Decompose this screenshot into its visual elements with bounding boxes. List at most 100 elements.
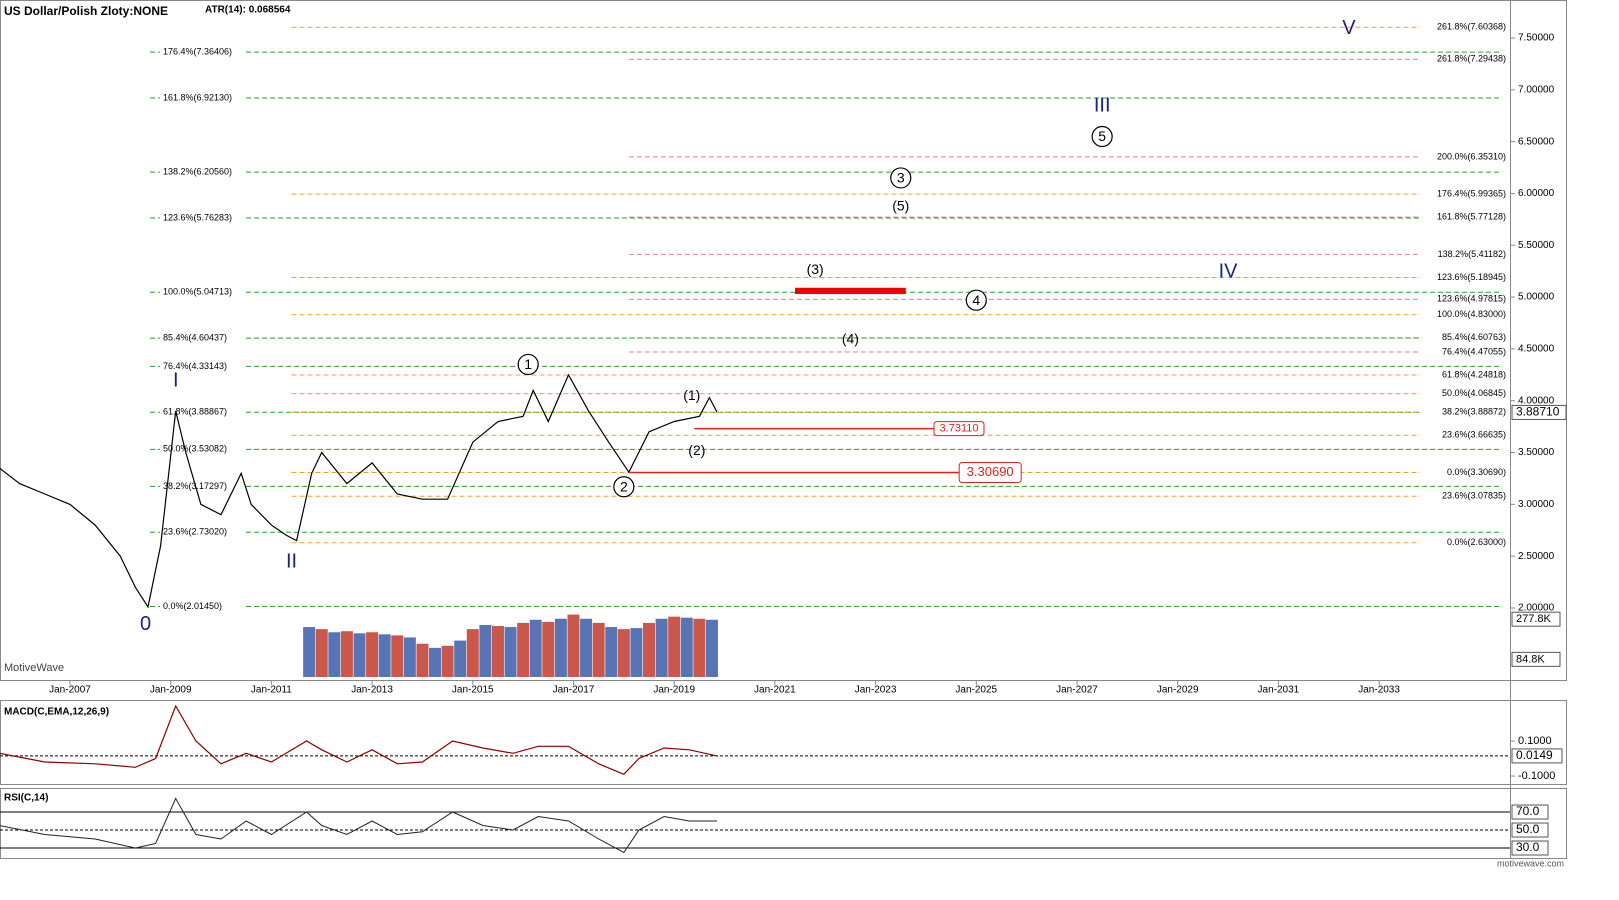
fib-label-bg [160,166,244,179]
fib-label-bg [160,526,244,539]
fib-label-bg [160,212,244,225]
fib-label-bg [1420,369,1508,382]
volume-bar [491,626,504,677]
fib-label: 38.2%(3.88872) [1442,407,1506,417]
rsi-tick-label: 30.0 [1516,840,1540,854]
fib-label: 85.4%(4.60763) [1442,332,1506,342]
volume-bar [567,614,580,677]
volume-bar [668,616,681,677]
wave-label: III [1094,95,1111,117]
fib-label-bg [160,406,244,419]
wave-label: V [1342,17,1356,39]
wave-label: 3 [897,170,905,186]
wave-label: 0 [140,613,151,635]
wave-label: I [173,369,179,391]
fib-label: 100.0%(5.04713) [163,287,232,297]
fib-label-bg [1420,293,1508,306]
y-tick-label: 2.00000 [1518,603,1555,614]
price-label: 3.30690 [967,464,1014,479]
x-tick-label: Jan-2031 [1258,685,1300,696]
x-tick-label: Jan-2017 [553,685,595,696]
y-tick-label: 4.50000 [1518,344,1555,355]
x-tick-label: Jan-2013 [351,685,393,696]
volume-bar [479,624,492,677]
x-tick-label: Jan-2021 [754,685,796,696]
volume-bar [605,627,618,677]
price-label: 3.73110 [940,422,979,434]
volume-bar [403,637,416,677]
fib-label: 23.6%(3.66635) [1442,430,1506,440]
y-tick-label: 6.00000 [1518,188,1555,199]
fib-label: 161.8%(5.77128) [1437,212,1506,222]
fib-label-bg [1420,490,1508,503]
rsi-tick-box [1511,804,1549,820]
y-tick-label: 3.50000 [1518,447,1555,458]
fib-label-bg [1420,21,1508,34]
volume-bar [353,633,366,677]
wave-label: 5 [1098,128,1106,144]
wave-label: (3) [807,261,824,277]
x-tick-label: Jan-2029 [1157,685,1199,696]
wave-circle [965,289,987,311]
rsi-tick-box [1511,822,1549,838]
fib-label-bg [1420,536,1508,549]
fib-label: 0.0%(3.30690) [1447,467,1506,477]
rsi-tick-box [1511,840,1549,856]
x-tick-label: Jan-2007 [49,685,91,696]
volume-bar [529,619,542,677]
wave-label: II [286,551,297,573]
wave-label: (1) [683,387,700,403]
fib-label-bg [160,92,244,104]
fib-label: 161.8%(6.92130) [163,92,232,102]
rsi-title: RSI(C,14) [4,793,48,804]
y-tick-label: 7.50000 [1518,33,1555,44]
wave-circle [613,476,635,498]
volume-bar [429,647,442,677]
fib-label: 100.0%(4.83000) [1437,309,1506,319]
volume-bar [416,643,429,677]
volume-bar [705,619,718,677]
fib-label: 85.4%(4.60437) [163,332,227,342]
fib-label-bg [1420,429,1508,442]
volume-tick-label: 277.8K [1516,613,1552,625]
wave-label: 1 [524,356,532,372]
fib-label-bg [1420,406,1508,419]
fib-label-bg [1420,331,1508,344]
fib-label: 50.0%(3.53082) [163,444,227,454]
fib-label: 76.4%(4.33143) [163,361,227,371]
wave-circle [517,353,539,376]
volume-bar [517,622,530,677]
macd-line [0,704,718,776]
y-tick-label: 3.00000 [1518,499,1555,510]
wave-label: (2) [688,442,705,458]
rsi-line [0,797,717,854]
x-tick-label: Jan-2025 [955,685,997,696]
x-tick-label: Jan-2033 [1358,685,1400,696]
fib-label: 61.8%(3.88867) [163,407,227,417]
rsi-tick-label: 70.0 [1516,804,1540,818]
volume-bar [454,640,467,677]
fib-label: 176.4%(5.99365) [1437,189,1506,199]
fib-label-bg [160,286,244,299]
volume-tick-box [1511,611,1561,627]
volume-bar [315,629,328,677]
y-tick-label: 5.50000 [1518,240,1555,251]
volume-bar [693,618,706,677]
volume-bar [655,618,668,677]
fib-label-bg [1420,387,1508,400]
y-tick-label: 5.00000 [1518,292,1555,303]
fib-label-bg [1420,188,1508,201]
fib-label: 123.6%(5.18945) [1437,272,1506,282]
fib-label: 0.0%(2.01450) [163,601,222,611]
target-zone [795,287,906,294]
price-label-box [933,421,985,437]
volume-bar [643,622,656,677]
fib-label-bg [160,332,244,345]
last-price-label: 3.88710 [1516,405,1560,419]
x-tick-label: Jan-2023 [855,685,897,696]
macd-last-box [1511,748,1563,764]
fib-label: 23.6%(3.07835) [1442,491,1506,501]
fib-label-bg [160,46,244,59]
